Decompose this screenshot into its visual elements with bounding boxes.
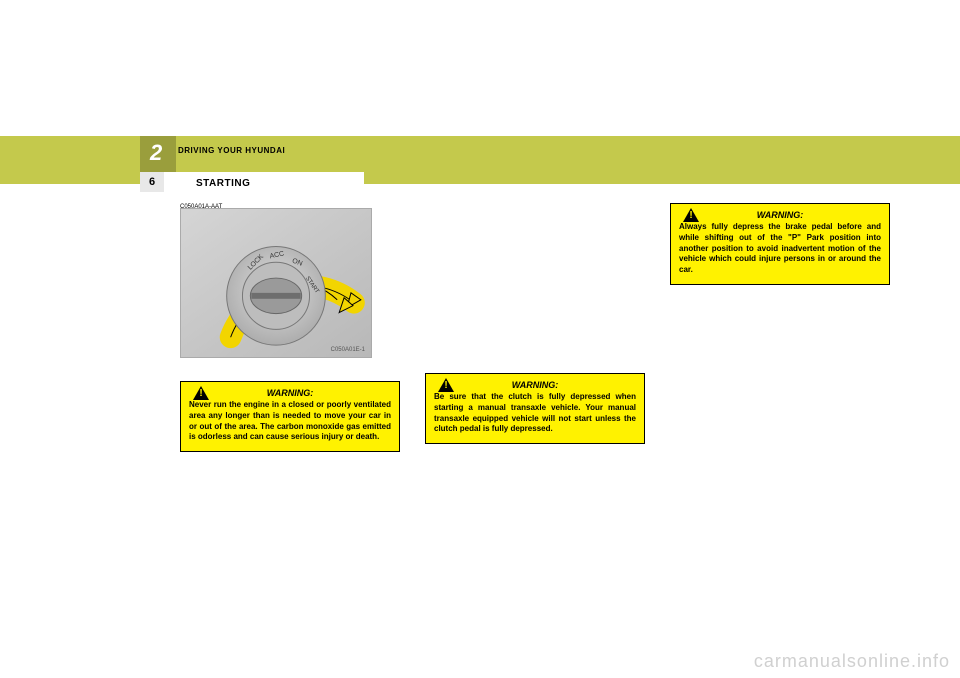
warning-icon — [193, 386, 209, 400]
warning-box-brake: WARNING: Always fully depress the brake … — [670, 203, 890, 285]
ignition-diagram: LOCK ACC ON START C050A01E-1 — [180, 208, 372, 358]
key-slot — [251, 293, 300, 299]
warning-icon — [438, 378, 454, 392]
diagram-code: C050A01E-1 — [331, 347, 365, 353]
watermark: carmanualsonline.info — [754, 651, 950, 672]
warning-title: WARNING: — [267, 388, 314, 398]
section-pill — [164, 172, 364, 208]
section-title: STARTING — [196, 178, 250, 189]
chapter-number: 2 — [150, 140, 162, 166]
chapter-title: DRIVING YOUR HYUNDAI — [178, 146, 285, 155]
warning-box-clutch: WARNING: Be sure that the clutch is full… — [425, 373, 645, 444]
warning-text: Be sure that the clutch is fully depress… — [434, 392, 636, 435]
warning-text: Always fully depress the brake pedal bef… — [679, 222, 881, 276]
warning-title: WARNING: — [512, 380, 559, 390]
warning-text: Never run the engine in a closed or poor… — [189, 400, 391, 443]
warning-box-carbon-monoxide: WARNING: Never run the engine in a close… — [180, 381, 400, 452]
warning-title: WARNING: — [757, 210, 804, 220]
warning-icon — [683, 208, 699, 222]
page-number: 6 — [140, 172, 164, 192]
